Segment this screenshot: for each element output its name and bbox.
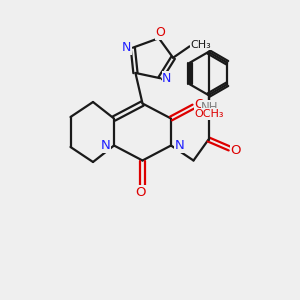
Text: N: N bbox=[175, 139, 184, 152]
Text: O: O bbox=[194, 98, 205, 112]
Text: O: O bbox=[155, 26, 165, 39]
Text: N: N bbox=[101, 139, 110, 152]
Text: CH₃: CH₃ bbox=[190, 40, 212, 50]
Text: O: O bbox=[230, 143, 241, 157]
Text: NH: NH bbox=[201, 101, 219, 114]
Text: N: N bbox=[122, 41, 131, 54]
Text: OCH₃: OCH₃ bbox=[194, 109, 224, 119]
Text: O: O bbox=[136, 185, 146, 199]
Text: N: N bbox=[162, 72, 172, 85]
